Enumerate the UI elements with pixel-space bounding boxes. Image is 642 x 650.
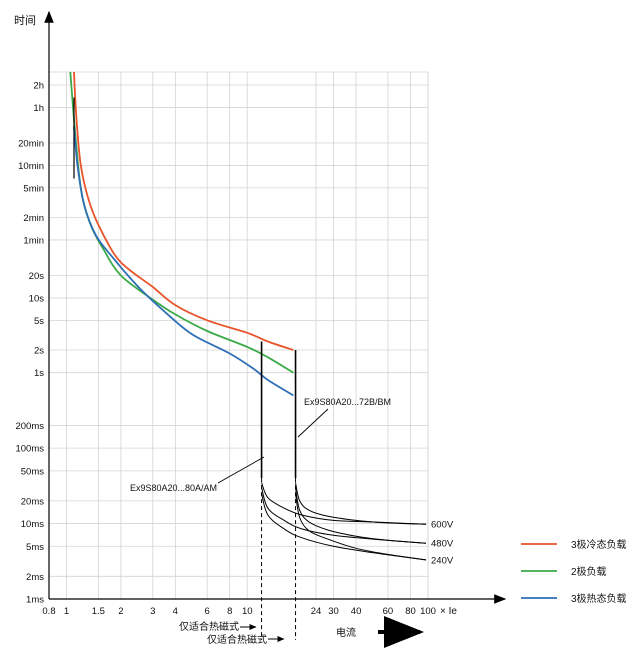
y-tick-label: 2min (23, 213, 44, 224)
series-curve (73, 71, 294, 351)
voltage-label: 480V (431, 539, 454, 550)
voltage-label: 600V (431, 520, 454, 531)
x-tick-label: 1.5 (92, 606, 105, 617)
voltage-curve (295, 493, 427, 561)
voltage-label: 240V (431, 555, 454, 566)
x-tick-label: 8 (227, 606, 232, 617)
y-tick-label: 20min (18, 138, 44, 149)
legend: 3极冷态负载 2极负载 3极热态负载 (521, 538, 627, 605)
y-tick-label: 2h (33, 81, 44, 92)
series-curve (73, 126, 294, 397)
voltage-curves: 600V 480V 240V (261, 482, 454, 566)
x-tick-label: 60 (383, 606, 394, 617)
x-tick-label: 0.8 (42, 606, 55, 617)
y-tick-label: 100ms (15, 444, 44, 455)
breaker-a-label: Ex9S80A20...80A/AM (130, 483, 217, 493)
y-tick-label: 10ms (21, 519, 44, 530)
voltage-curve (261, 482, 427, 525)
legend-label: 3极冷态负载 (571, 538, 627, 551)
voltage-curve (295, 482, 427, 525)
y-tick-label: 1min (23, 235, 44, 246)
x-axis-title: × Ie (440, 606, 457, 617)
y-tick-label: 50ms (21, 466, 44, 477)
y-tick-label: 1ms (26, 595, 44, 606)
x-tick-label: 3 (150, 606, 155, 617)
y-tick-label: 1h (33, 103, 44, 114)
y-tick-label: 5ms (26, 542, 44, 553)
legend-label: 3极热态负载 (571, 592, 627, 605)
x-tick-label: 40 (351, 606, 362, 617)
x-tick-label: 80 (405, 606, 416, 617)
y-tick-label: 10s (29, 293, 45, 304)
axes (44, 10, 507, 604)
x-tick-label: 4 (173, 606, 178, 617)
x-tick-label: 1 (64, 606, 69, 617)
magnetic-only-label-b: 仅适合热磁式 (207, 633, 267, 646)
x-tick-label: 30 (328, 606, 339, 617)
y-tick-label: 20s (29, 271, 45, 282)
magnetic-only-label-a: 仅适合热磁式 (179, 620, 239, 633)
voltage-curve (261, 493, 427, 561)
y-tick-label: 10min (18, 161, 44, 172)
y-axis-title: 时间 (14, 14, 36, 27)
grid (48, 71, 429, 600)
y-tick-label: 5min (23, 183, 44, 194)
current-label: 电流 (336, 626, 356, 639)
x-tick-label: 24 (311, 606, 322, 617)
x-tick-label: 2 (118, 606, 123, 617)
y-tick-label: 2ms (26, 572, 44, 583)
x-tick-label: 6 (205, 606, 210, 617)
tick-labels: 0.8 1 1.5 2 3 4 6 8 10 24 30 40 60 80 100 2h 1h 20min 10mi… (15, 81, 435, 618)
voltage-curve (261, 487, 427, 544)
x-tick-label: 100 (420, 606, 436, 617)
y-tick-label: 5s (34, 316, 44, 327)
y-tick-label: 2s (34, 346, 44, 357)
y-tick-label: 200ms (15, 421, 44, 432)
y-tick-label: 1s (34, 368, 44, 379)
x-tick-label: 10 (242, 606, 253, 617)
breaker-lines (73, 97, 297, 640)
voltage-curve (295, 487, 427, 544)
y-tick-label: 20ms (21, 496, 44, 507)
breaker-a-leader (217, 456, 265, 484)
breaker-b-label: Ex9S80A20...72B/BM (304, 397, 391, 407)
breaker-b-leader (297, 408, 329, 438)
legend-label: 2极负载 (571, 565, 607, 578)
trip-curves (69, 71, 294, 397)
